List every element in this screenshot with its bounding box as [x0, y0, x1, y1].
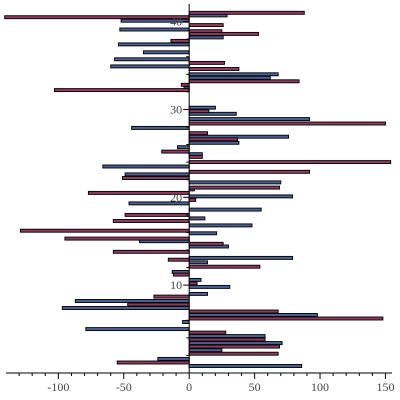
bar-series-2-26 — [19, 228, 190, 233]
bar-series-1-45 — [188, 348, 223, 353]
x-tick-label: 50 — [249, 380, 261, 394]
bar-series-1-9 — [188, 72, 279, 77]
bar-series-1-21 — [124, 172, 190, 177]
bar-series-2-31 — [188, 264, 261, 269]
bar-series-2-1 — [188, 10, 305, 15]
bar-series-1-7 — [114, 57, 190, 62]
bar-series-2-19 — [188, 169, 311, 174]
bar-series-2-28 — [188, 241, 224, 246]
bar-series-2-25 — [112, 219, 190, 223]
bar-series-2-23 — [188, 197, 197, 202]
bar-series-1-35 — [188, 277, 202, 282]
bar-series-2-33 — [188, 281, 198, 286]
bar-series-2-16 — [161, 149, 190, 154]
bar-series-2-3 — [188, 23, 224, 28]
y-tick-label: 20 — [170, 190, 182, 204]
bar-series-1-4 — [188, 35, 224, 40]
bar-series-1-6 — [142, 50, 190, 55]
bar-series-2-42 — [116, 360, 190, 365]
bar-series-1-15 — [131, 125, 190, 130]
bar-series-2-35 — [127, 302, 190, 307]
bar-series-1-33 — [188, 260, 208, 265]
bar-series-2-29 — [112, 249, 190, 254]
bar-series-1-14 — [188, 117, 311, 122]
bar-series-2-15 — [188, 137, 239, 142]
x-tick-label: 100 — [311, 380, 329, 394]
bar-series-2-39 — [188, 337, 266, 342]
bar-series-1-46 — [157, 356, 190, 361]
bar-series-1-10 — [188, 75, 271, 80]
bar-series-2-34 — [153, 294, 190, 299]
bar-series-2-6 — [170, 38, 190, 43]
bar-series-2-10 — [180, 82, 190, 87]
bar-series-2-12 — [188, 109, 210, 114]
bar-series-1-40 — [188, 313, 318, 317]
bar-series-1-8 — [110, 64, 190, 69]
bar-series-2-40 — [188, 344, 280, 349]
bar-series-1-29 — [188, 231, 218, 236]
bar-series-2-36 — [188, 309, 279, 314]
bar-series-1-39 — [61, 306, 190, 310]
bar-series-1-27 — [188, 216, 206, 221]
bar-series-1-41 — [182, 320, 190, 324]
bar-series-1-32 — [188, 255, 294, 260]
bar-series-1-22 — [188, 180, 282, 185]
y-tick-label: 10 — [170, 278, 182, 292]
bar-series-1-36 — [188, 284, 231, 289]
bar-series-2-13 — [188, 121, 386, 126]
x-tick-label: -50 — [116, 380, 132, 394]
bar-series-2-24 — [124, 212, 190, 217]
bar-series-2-18 — [188, 160, 392, 165]
bar-series-1-26 — [188, 207, 262, 212]
bar-series-2-21 — [188, 185, 280, 190]
bar-series-1-5 — [118, 42, 190, 47]
y-tick-label: 30 — [170, 102, 182, 116]
bar-series-1-38 — [74, 299, 190, 303]
bar-series-1-47 — [188, 364, 303, 368]
bar-series-1-12 — [188, 105, 216, 110]
x-tick-label: 150 — [376, 380, 394, 394]
x-tick-label: -100 — [47, 380, 69, 394]
bar-series-2-7 — [188, 60, 225, 65]
bar-series-2-5 — [188, 31, 259, 36]
bar-series-2-38 — [188, 330, 227, 335]
bar-series-2-14 — [188, 131, 208, 136]
bar-series-1-24 — [188, 194, 294, 199]
bar-series-2-41 — [188, 351, 279, 356]
bar-series-2-11 — [53, 88, 190, 93]
bar-series-1-17 — [188, 140, 240, 145]
bar-series-2-30 — [167, 257, 190, 262]
bar-series-2-9 — [188, 79, 300, 84]
bar-series-1-37 — [188, 291, 208, 296]
bar-series-1-42 — [85, 327, 190, 332]
bars-layer — [4, 10, 392, 368]
bar-series-2-20 — [122, 176, 190, 180]
bar-series-2-2 — [4, 15, 190, 20]
bar-series-1-20 — [102, 164, 190, 169]
bar-series-2-8 — [188, 67, 240, 71]
axes-layer: -100 -50 0 50 100 150 10 20 30 40 — [6, 4, 394, 394]
bar-series-2-17 — [188, 154, 203, 159]
bar-series-2-27 — [64, 236, 190, 241]
bar-series-1-44 — [188, 341, 283, 346]
bar-series-2-32 — [173, 272, 190, 277]
bar-series-1-43 — [188, 334, 266, 339]
x-tick-label: 0 — [186, 380, 192, 394]
bar-series-1-18 — [176, 145, 190, 150]
bar-series-2-37 — [188, 316, 384, 321]
bar-series-1-28 — [188, 223, 253, 228]
y-tick-label: 40 — [170, 15, 182, 29]
